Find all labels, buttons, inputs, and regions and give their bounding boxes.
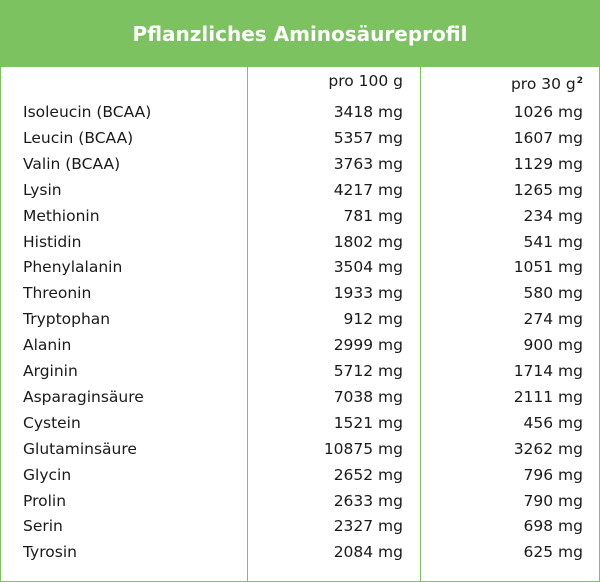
- value-per-30g: 456 mg: [523, 414, 583, 432]
- value-per-100g: 5712 mg: [333, 362, 403, 380]
- value-per-30g: 274 mg: [523, 310, 583, 328]
- amino-acid-name: Histidin: [23, 233, 82, 251]
- amino-acid-name: Asparaginsäure: [23, 388, 144, 406]
- value-per-30g: 900 mg: [523, 336, 583, 354]
- value-per-30g: 580 mg: [523, 284, 583, 302]
- value-per-100g: 3504 mg: [333, 258, 403, 276]
- value-per-100g: 2652 mg: [333, 466, 403, 484]
- value-per-100g: 3418 mg: [333, 103, 403, 121]
- column-header-per-30g: pro 30 g2: [510, 75, 583, 93]
- value-per-30g: 541 mg: [523, 233, 583, 251]
- amino-acid-name: Isoleucin (BCAA): [23, 103, 152, 121]
- table-title: Pflanzliches Aminosäureprofil: [1, 1, 599, 67]
- value-per-30g: 1026 mg: [513, 103, 583, 121]
- amino-acid-name: Alanin: [23, 336, 72, 354]
- amino-acid-name: Tyrosin: [23, 543, 77, 561]
- amino-acid-name: Tryptophan: [23, 310, 111, 328]
- value-per-100g: 5357 mg: [333, 129, 403, 147]
- value-per-100g: 2327 mg: [333, 517, 403, 535]
- value-per-30g: 1051 mg: [513, 258, 583, 276]
- amino-acid-name: Leucin (BCAA): [23, 129, 134, 147]
- value-per-30g: 790 mg: [523, 492, 583, 510]
- value-per-30g: 698 mg: [523, 517, 583, 535]
- value-per-100g: 1802 mg: [333, 233, 403, 251]
- amino-acid-name: Methionin: [23, 207, 100, 225]
- value-per-100g: 912 mg: [343, 310, 403, 328]
- value-per-100g: 7038 mg: [333, 388, 403, 406]
- column-divider: [420, 67, 421, 581]
- value-per-30g: 1714 mg: [513, 362, 583, 380]
- value-per-100g: 10875 mg: [323, 440, 403, 458]
- amino-acid-name: Cystein: [23, 414, 81, 432]
- value-per-30g: 1129 mg: [513, 155, 583, 173]
- amino-acid-name: Serin: [23, 517, 63, 535]
- value-per-30g: 625 mg: [523, 543, 583, 561]
- value-per-30g: 1607 mg: [513, 129, 583, 147]
- value-per-100g: 4217 mg: [333, 181, 403, 199]
- value-per-100g: 1933 mg: [333, 284, 403, 302]
- amino-acid-name: Valin (BCAA): [23, 155, 121, 173]
- amino-acid-name: Lysin: [23, 181, 62, 199]
- column-divider: [247, 67, 248, 581]
- amino-acid-name: Phenylalanin: [23, 258, 123, 276]
- amino-acid-name: Glycin: [23, 466, 72, 484]
- amino-acid-name: Arginin: [23, 362, 78, 380]
- value-per-100g: 1521 mg: [333, 414, 403, 432]
- value-per-100g: 2633 mg: [333, 492, 403, 510]
- value-per-100g: 2084 mg: [333, 543, 403, 561]
- value-per-30g: 1265 mg: [513, 181, 583, 199]
- value-per-100g: 2999 mg: [333, 336, 403, 354]
- amino-acid-name: Prolin: [23, 492, 67, 510]
- value-per-30g: 3262 mg: [513, 440, 583, 458]
- amino-acid-name: Glutaminsäure: [23, 440, 137, 458]
- footnote-marker: 2: [576, 76, 583, 86]
- value-per-100g: 781 mg: [343, 207, 403, 225]
- value-per-100g: 3763 mg: [333, 155, 403, 173]
- value-per-30g: 796 mg: [523, 466, 583, 484]
- value-per-30g: 2111 mg: [513, 388, 583, 406]
- amino-acid-name: Threonin: [23, 284, 92, 302]
- value-per-30g: 234 mg: [523, 207, 583, 225]
- column-header-per-100g: pro 100 g: [328, 72, 403, 90]
